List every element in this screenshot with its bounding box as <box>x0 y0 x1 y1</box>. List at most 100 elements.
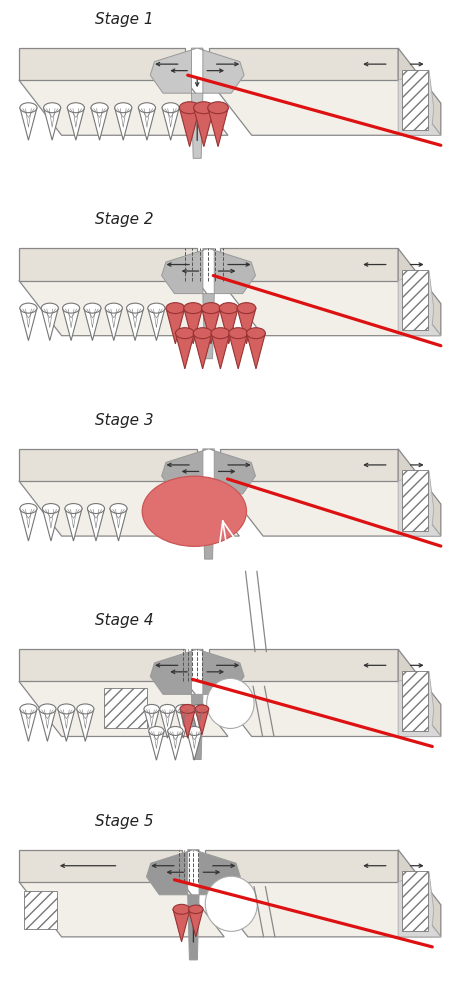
Ellipse shape <box>138 103 155 112</box>
Polygon shape <box>175 333 194 369</box>
Polygon shape <box>179 108 200 146</box>
Polygon shape <box>148 309 165 341</box>
Polygon shape <box>58 709 75 741</box>
Ellipse shape <box>110 504 127 513</box>
Polygon shape <box>219 309 238 344</box>
Polygon shape <box>180 709 195 738</box>
Polygon shape <box>144 709 159 738</box>
Ellipse shape <box>193 328 212 339</box>
Polygon shape <box>20 709 37 741</box>
Ellipse shape <box>115 103 132 112</box>
Ellipse shape <box>67 103 84 112</box>
Bar <box>24 891 57 929</box>
Polygon shape <box>398 649 441 736</box>
Polygon shape <box>211 333 230 369</box>
Polygon shape <box>162 449 209 494</box>
Polygon shape <box>19 248 197 281</box>
Polygon shape <box>220 449 398 481</box>
Polygon shape <box>63 309 80 341</box>
Polygon shape <box>19 449 197 481</box>
Bar <box>402 70 428 129</box>
Ellipse shape <box>193 102 214 113</box>
Ellipse shape <box>43 504 59 513</box>
Ellipse shape <box>168 726 183 735</box>
Ellipse shape <box>63 304 80 313</box>
Ellipse shape <box>195 705 209 712</box>
Polygon shape <box>19 681 228 736</box>
Ellipse shape <box>20 504 37 513</box>
Polygon shape <box>146 850 193 895</box>
Polygon shape <box>84 309 101 341</box>
Polygon shape <box>160 709 175 738</box>
Ellipse shape <box>160 704 175 713</box>
Ellipse shape <box>149 726 164 735</box>
Polygon shape <box>105 309 122 341</box>
Polygon shape <box>127 309 144 341</box>
Ellipse shape <box>144 704 159 713</box>
Ellipse shape <box>142 476 246 546</box>
Polygon shape <box>173 910 190 942</box>
Polygon shape <box>398 872 441 937</box>
Polygon shape <box>220 281 441 336</box>
Ellipse shape <box>162 103 179 112</box>
Polygon shape <box>398 271 441 336</box>
Polygon shape <box>19 80 228 135</box>
Polygon shape <box>193 333 212 369</box>
Polygon shape <box>191 709 207 738</box>
Ellipse shape <box>191 704 207 713</box>
Ellipse shape <box>20 304 37 313</box>
Polygon shape <box>191 694 203 760</box>
Bar <box>402 270 428 330</box>
Polygon shape <box>42 509 60 541</box>
Polygon shape <box>209 681 441 736</box>
Ellipse shape <box>91 103 108 112</box>
Polygon shape <box>203 494 214 559</box>
Ellipse shape <box>246 328 265 339</box>
Text: Stage 2: Stage 2 <box>95 212 154 227</box>
Polygon shape <box>398 471 441 536</box>
Polygon shape <box>229 333 247 369</box>
Polygon shape <box>19 48 185 80</box>
Polygon shape <box>20 108 37 140</box>
Bar <box>402 872 428 932</box>
Polygon shape <box>209 449 255 494</box>
Ellipse shape <box>207 678 254 728</box>
Polygon shape <box>91 108 108 140</box>
Ellipse shape <box>84 304 101 313</box>
Ellipse shape <box>166 303 185 314</box>
Polygon shape <box>220 248 398 281</box>
Ellipse shape <box>175 704 191 713</box>
Text: Stage 4: Stage 4 <box>95 613 154 628</box>
Polygon shape <box>77 709 94 741</box>
Polygon shape <box>67 108 84 140</box>
Polygon shape <box>209 649 398 681</box>
Ellipse shape <box>173 905 190 914</box>
Polygon shape <box>168 731 183 761</box>
Text: Stage 5: Stage 5 <box>95 814 154 829</box>
Ellipse shape <box>58 704 75 713</box>
Polygon shape <box>150 48 197 93</box>
Polygon shape <box>19 481 239 536</box>
Polygon shape <box>184 309 202 344</box>
Polygon shape <box>398 449 441 536</box>
Polygon shape <box>188 895 199 960</box>
Ellipse shape <box>20 103 37 112</box>
Polygon shape <box>193 108 214 146</box>
Ellipse shape <box>201 303 220 314</box>
Ellipse shape <box>127 304 144 313</box>
Polygon shape <box>205 882 441 937</box>
Ellipse shape <box>87 504 104 513</box>
Polygon shape <box>398 48 441 135</box>
Text: Stage 3: Stage 3 <box>95 413 154 428</box>
Ellipse shape <box>65 504 82 513</box>
Ellipse shape <box>175 328 194 339</box>
Polygon shape <box>39 709 56 741</box>
Polygon shape <box>193 850 240 895</box>
Polygon shape <box>195 709 209 734</box>
Polygon shape <box>237 309 256 344</box>
Polygon shape <box>197 649 244 694</box>
Ellipse shape <box>205 876 257 932</box>
Text: Stage 1: Stage 1 <box>95 12 154 27</box>
Polygon shape <box>187 731 202 761</box>
Polygon shape <box>41 309 58 341</box>
